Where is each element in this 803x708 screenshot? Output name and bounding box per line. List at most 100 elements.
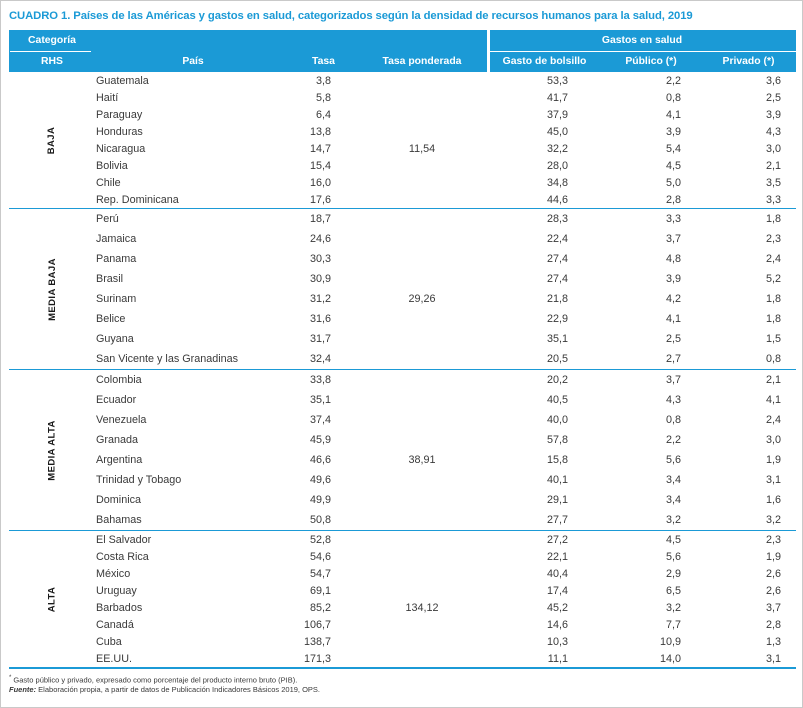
country-cell: Belice: [96, 313, 126, 325]
publico-cell: 4,5: [665, 533, 681, 546]
country-cell: Brasil: [96, 273, 123, 285]
header-gasto-bolsillo: Gasto de bolsillo: [502, 56, 587, 67]
tasa-cell: 45,9: [309, 434, 331, 446]
country-cell: Cuba: [96, 635, 122, 648]
privado-cell: 2,3: [765, 533, 781, 546]
tasa-cell: 32,4: [309, 353, 331, 365]
publico-cell: 5,0: [665, 176, 681, 189]
categoria-underline: [10, 50, 91, 52]
header-pais: País: [182, 56, 204, 67]
tasa-cell: 106,7: [303, 618, 331, 631]
gasto-bolsillo-cell: 35,1: [546, 333, 568, 345]
table-row: Guyana 31,7 35,1 2,5 1,5: [9, 329, 796, 349]
tasa-cell: 30,9: [309, 273, 331, 285]
privado-cell: 3,1: [765, 652, 781, 665]
privado-cell: 1,3: [765, 635, 781, 648]
header-row-bottom: RHS País Tasa Tasa ponderada Gasto de bo…: [9, 51, 796, 72]
footnotes: * Gasto público y privado, expresado com…: [9, 674, 794, 695]
country-cell: El Salvador: [96, 533, 152, 546]
country-cell: Nicaragua: [96, 142, 146, 155]
gasto-bolsillo-cell: 22,9: [546, 313, 568, 325]
privado-cell: 1,8: [765, 313, 781, 325]
gasto-bolsillo-cell: 57,8: [546, 434, 568, 446]
table-row: EE.UU. 171,3 11,1 14,0 3,1: [9, 650, 796, 667]
table-row: Brasil 30,9 27,4 3,9 5,2: [9, 269, 796, 289]
gasto-bolsillo-cell: 32,2: [546, 142, 568, 155]
tasa-cell: 24,6: [309, 233, 331, 245]
gasto-bolsillo-cell: 40,0: [546, 414, 568, 426]
privado-cell: 3,2: [765, 514, 781, 526]
category-group-baja: BAJA Guatemala 3,8 53,3 2,2 3,6 Haití 5,8 41,7 0,…: [9, 72, 796, 209]
country-cell: Paraguay: [96, 108, 143, 121]
tasa-cell: 35,1: [309, 394, 331, 406]
category-group-media-alta: MEDIA ALTA Colombia 33,8 20,2 3,7 2,1 Ecuador 3…: [9, 370, 796, 531]
publico-cell: 2,7: [665, 353, 681, 365]
country-cell: Bolivia: [96, 159, 128, 172]
table-row: Haití 5,8 41,7 0,8 2,5: [9, 89, 796, 106]
gasto-bolsillo-cell: 53,3: [546, 74, 568, 87]
gasto-bolsillo-cell: 15,8: [546, 454, 568, 466]
table-row: El Salvador 52,8 27,2 4,5 2,3: [9, 531, 796, 548]
publico-cell: 2,5: [665, 333, 681, 345]
category-group-alta: ALTA El Salvador 52,8 27,2 4,5 2,3 Costa Rica 5…: [9, 531, 796, 669]
table-row: Cuba 138,7 10,3 10,9 1,3: [9, 633, 796, 650]
table-row: Canadá 106,7 14,6 7,7 2,8: [9, 616, 796, 633]
tasa-cell: 13,8: [309, 125, 331, 138]
publico-cell: 3,9: [665, 273, 681, 285]
tasa-cell: 30,3: [309, 253, 331, 265]
publico-cell: 4,3: [665, 394, 681, 406]
gasto-bolsillo-cell: 20,5: [546, 353, 568, 365]
country-cell: Trinidad y Tobago: [96, 474, 182, 486]
header-rhs: RHS: [41, 56, 63, 67]
table-row: Costa Rica 54,6 22,1 5,6 1,9: [9, 548, 796, 565]
header-categoria: Categoría: [28, 35, 76, 46]
publico-cell: 7,7: [665, 618, 681, 631]
country-cell: Rep. Dominicana: [96, 193, 179, 206]
fuente-label: Fuente:: [9, 685, 37, 694]
gasto-bolsillo-cell: 27,7: [546, 514, 568, 526]
table-row: Rep. Dominicana 17,6 44,6 2,8 3,3: [9, 191, 796, 208]
tasa-cell: 18,7: [309, 213, 331, 225]
table-row: Bolivia 15,4 28,0 4,5 2,1: [9, 157, 796, 174]
publico-cell: 3,9: [665, 125, 681, 138]
country-cell: Colombia: [96, 374, 142, 386]
gasto-bolsillo-cell: 20,2: [546, 374, 568, 386]
publico-cell: 5,4: [665, 142, 681, 155]
table-header: Categoría Gastos en salud RHS País Tasa …: [9, 30, 796, 72]
gasto-bolsillo-cell: 27,4: [546, 273, 568, 285]
publico-cell: 5,6: [665, 454, 681, 466]
gasto-bolsillo-cell: 45,2: [546, 601, 568, 614]
table-row: Ecuador 35,1 40,5 4,3 4,1: [9, 390, 796, 410]
publico-cell: 6,5: [665, 584, 681, 597]
header-gastos-en-salud: Gastos en salud: [601, 35, 683, 46]
footnote-gasto: * Gasto público y privado, expresado com…: [9, 675, 298, 685]
country-cell: Dominica: [96, 494, 142, 506]
category-group-media-baja: MEDIA BAJA Perú 18,7 28,3 3,3 1,8 Jamaica 24,6 2…: [9, 209, 796, 370]
gasto-bolsillo-cell: 17,4: [546, 584, 568, 597]
privado-cell: 1,9: [765, 550, 781, 563]
privado-cell: 1,8: [765, 293, 781, 305]
tasa-cell: 14,7: [309, 142, 331, 155]
tasa-cell: 31,6: [309, 313, 331, 325]
tasa-cell: 69,1: [309, 584, 331, 597]
gasto-bolsillo-cell: 29,1: [546, 494, 568, 506]
country-cell: Granada: [96, 434, 139, 446]
gasto-bolsillo-cell: 14,6: [546, 618, 568, 631]
tasa-cell: 46,6: [309, 454, 331, 466]
footnote-asterisk: *: [9, 675, 12, 681]
privado-cell: 1,6: [765, 494, 781, 506]
gasto-bolsillo-cell: 44,6: [546, 193, 568, 206]
publico-cell: 2,9: [665, 567, 681, 580]
gasto-bolsillo-cell: 22,4: [546, 233, 568, 245]
table-row: Perú 18,7 28,3 3,3 1,8: [9, 209, 796, 229]
table-row: Belice 31,6 22,9 4,1 1,8: [9, 309, 796, 329]
country-cell: Venezuela: [96, 414, 147, 426]
privado-cell: 2,3: [765, 233, 781, 245]
country-cell: Barbados: [96, 601, 143, 614]
tasa-cell: 17,6: [309, 193, 331, 206]
tasa-cell: 50,8: [309, 514, 331, 526]
table-row: Jamaica 24,6 22,4 3,7 2,3: [9, 229, 796, 249]
privado-cell: 1,5: [765, 333, 781, 345]
publico-cell: 3,4: [665, 494, 681, 506]
privado-cell: 2,8: [765, 618, 781, 631]
